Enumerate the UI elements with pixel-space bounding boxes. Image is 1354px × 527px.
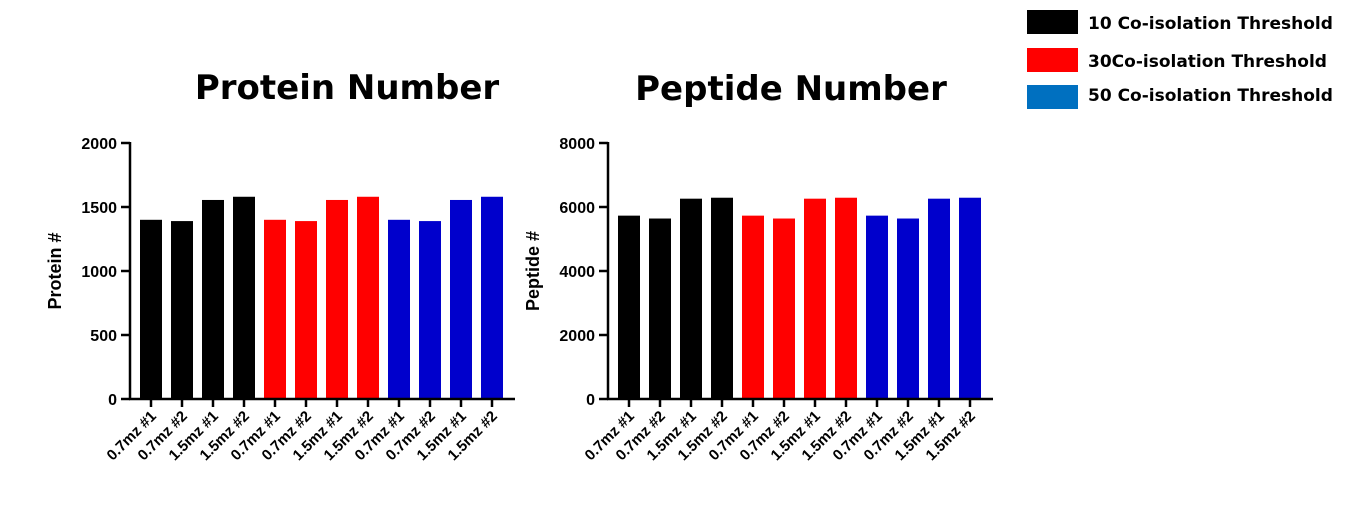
y-axis-label: Protein # xyxy=(45,232,65,309)
bar xyxy=(649,218,671,399)
bar xyxy=(711,197,733,399)
legend-swatch-10 xyxy=(1027,10,1078,34)
y-tick-label: 500 xyxy=(90,328,117,345)
bar xyxy=(897,218,919,399)
legend-label-30: 30Co-isolation Threshold xyxy=(1088,52,1327,72)
legend-swatch-50 xyxy=(1027,85,1078,109)
y-tick-label: 4000 xyxy=(559,264,595,281)
y-tick-label: 0 xyxy=(108,392,117,409)
bar xyxy=(326,199,348,399)
bar xyxy=(171,221,193,399)
peptide-chart: Peptide Number Peptide # 0 2000 4000 6000 80… xyxy=(523,69,993,464)
protein-chart: Protein Number Protein # 0 500 1000 1500 200… xyxy=(45,68,515,464)
bar xyxy=(866,215,888,399)
y-tick-label: 6000 xyxy=(559,200,595,217)
bar xyxy=(450,199,472,399)
bar xyxy=(419,221,441,399)
bar xyxy=(264,219,286,399)
bar xyxy=(835,197,857,399)
bar xyxy=(680,198,702,399)
bar xyxy=(295,221,317,399)
bar xyxy=(481,196,503,399)
bar xyxy=(742,215,764,399)
bar xyxy=(773,218,795,399)
y-tick-label: 2000 xyxy=(81,136,117,153)
y-axis-label: Peptide # xyxy=(523,231,543,311)
y-tick-label: 8000 xyxy=(559,136,595,153)
y-tick-label: 1500 xyxy=(81,200,117,217)
legend-label-10: 10 Co-isolation Threshold xyxy=(1088,14,1333,34)
bar xyxy=(357,196,379,399)
y-tick-label: 0 xyxy=(586,392,595,409)
bar xyxy=(140,219,162,399)
y-tick-label: 1000 xyxy=(81,264,117,281)
bar xyxy=(233,196,255,399)
bar xyxy=(804,198,826,399)
legend: 10 Co-isolation Threshold 30Co-isolation… xyxy=(1027,10,1333,109)
bar xyxy=(202,199,224,399)
bar xyxy=(928,198,950,399)
bar xyxy=(959,197,981,399)
bar xyxy=(388,219,410,399)
chart-title: Protein Number xyxy=(195,68,500,108)
chart-title: Peptide Number xyxy=(635,69,947,109)
legend-swatch-30 xyxy=(1027,48,1078,72)
y-tick-label: 2000 xyxy=(559,328,595,345)
legend-label-50: 50 Co-isolation Threshold xyxy=(1088,86,1333,106)
bar xyxy=(618,215,640,399)
